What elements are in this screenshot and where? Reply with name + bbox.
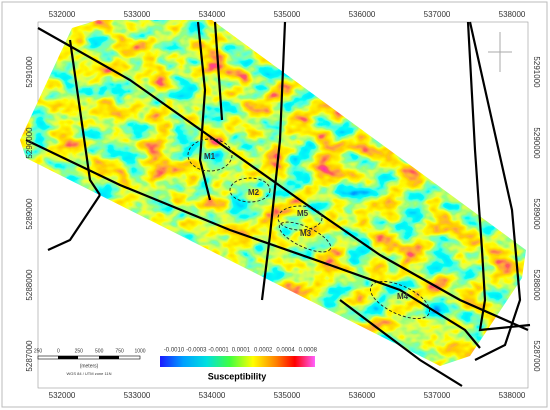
x-coordinate-label: 534000: [199, 10, 226, 19]
y-coordinate-label: 5290000: [25, 127, 34, 159]
x-coordinate-label: 536000: [349, 10, 376, 19]
roads: [25, 21, 531, 387]
scale-label: 500: [95, 348, 104, 354]
y-coordinate-label: 5287000: [25, 340, 34, 372]
x-coordinate-label: 532000: [49, 391, 76, 400]
x-coordinate-label: 535000: [274, 10, 301, 19]
legend-label: 0.0001: [232, 348, 251, 354]
x-coordinate-label: 538000: [499, 391, 526, 400]
legend-label: 0.0008: [299, 348, 318, 354]
anomaly-label: M1: [204, 152, 216, 161]
color-bar: [160, 356, 315, 367]
x-coordinate-label: 534000: [199, 391, 226, 400]
scale-bar: [37, 355, 141, 360]
scale-label: 0: [57, 348, 60, 354]
x-coordinate-label: 533000: [124, 10, 151, 19]
y-coordinate-label: 5289000: [532, 198, 541, 230]
scale-label: 250: [34, 348, 43, 354]
y-coordinate-label: 5290000: [532, 127, 541, 159]
y-coordinate-label: 5287000: [532, 340, 541, 372]
scale-label: 250: [75, 348, 84, 354]
legend-label: 0.0004: [276, 348, 295, 354]
anomaly-label: M2: [248, 188, 260, 197]
scale-label: 750: [115, 348, 124, 354]
scale-unit: (meters): [80, 363, 99, 369]
x-coordinate-label: 532000: [49, 10, 76, 19]
north-arrow: [488, 32, 512, 72]
y-coordinate-label: 5288000: [25, 269, 34, 301]
x-coordinate-label: 537000: [424, 10, 451, 19]
scale-bar: [99, 356, 119, 359]
scale-bar: [58, 356, 78, 359]
anomaly-label: M3: [300, 229, 312, 238]
x-coordinate-label: 537000: [424, 391, 451, 400]
x-coordinate-label: 536000: [349, 391, 376, 400]
scale-label: 1000: [134, 348, 145, 354]
y-coordinate-label: 5291000: [25, 56, 34, 88]
legend-title: Susceptibility: [208, 371, 267, 381]
y-coordinate-label: 5288000: [532, 269, 541, 301]
projection: WGS 84 / UTM zone 11N: [66, 371, 111, 376]
x-coordinate-label: 535000: [274, 391, 301, 400]
legend-label: -0.0001: [208, 348, 229, 354]
y-coordinate-label: 5289000: [25, 198, 34, 230]
legend-label: 0.0002: [254, 348, 273, 354]
anomaly-label: M5: [297, 209, 309, 218]
legend-label: -0.0010: [164, 348, 185, 354]
x-coordinate-label: 538000: [499, 10, 526, 19]
legend-label: -0.0003: [186, 348, 207, 354]
x-coordinate-label: 533000: [124, 391, 151, 400]
y-coordinate-label: 5291000: [532, 56, 541, 88]
anomaly-label: M4: [397, 292, 409, 301]
